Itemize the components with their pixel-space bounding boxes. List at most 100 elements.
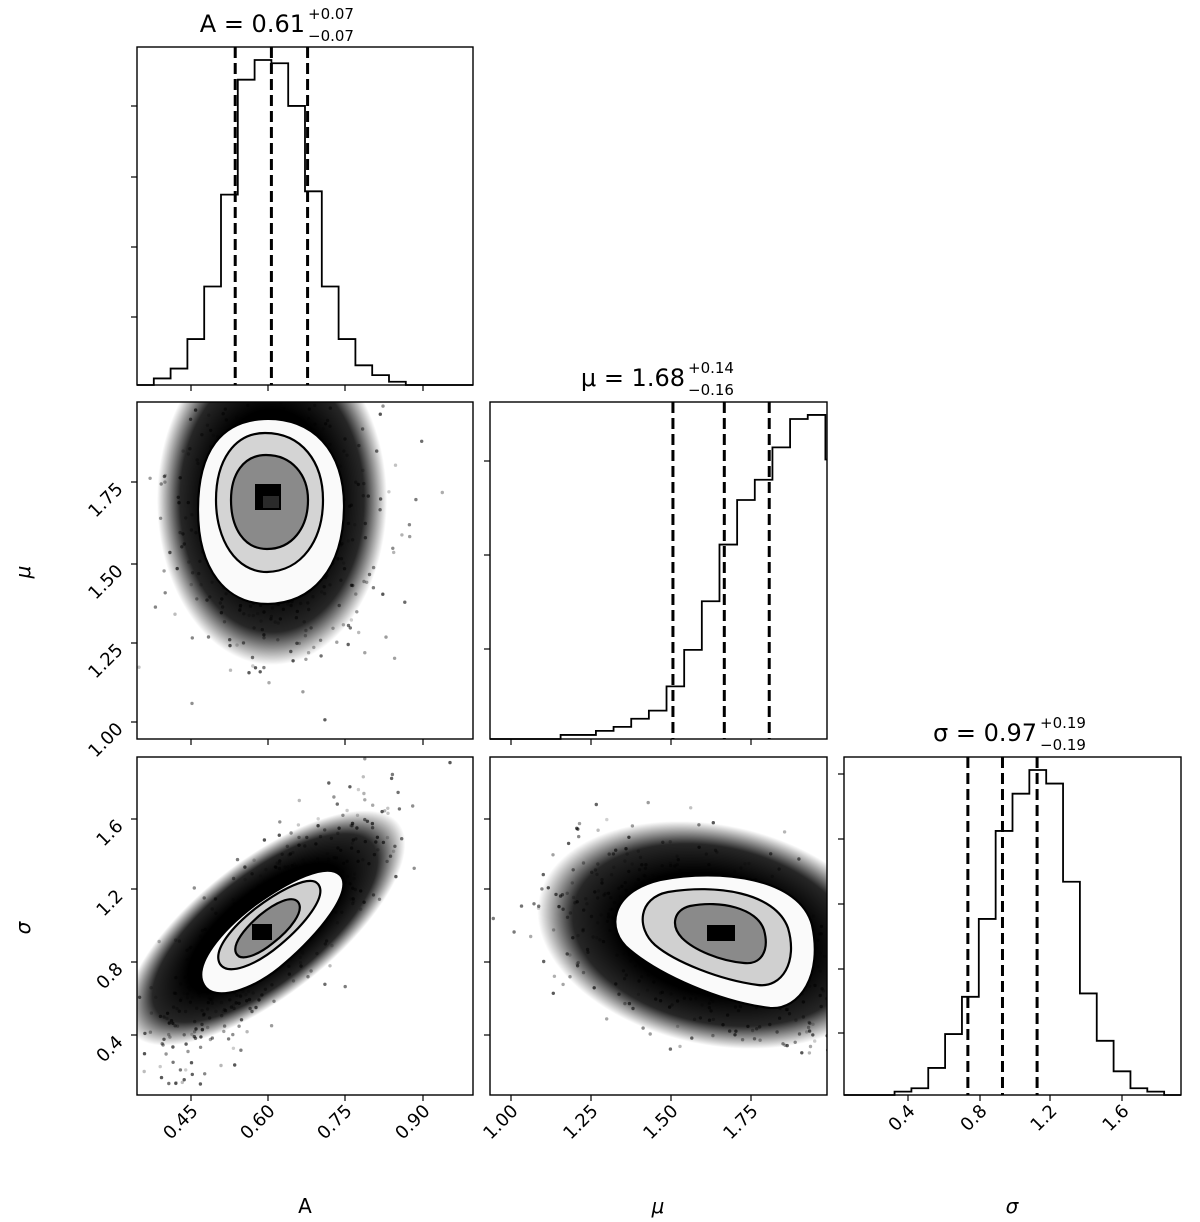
A-mu-point: [216, 313, 219, 316]
xlabel-A: A: [298, 1194, 312, 1218]
mu-sigma-point: [577, 834, 581, 839]
A-mu-point: [403, 600, 407, 604]
A-sigma-point: [389, 776, 394, 781]
A-sigma-point: [386, 811, 390, 815]
panel-sigma-hist-frame: [843, 756, 1182, 1096]
mu-sigma-point: [882, 1039, 885, 1042]
A-sigma-point: [130, 1044, 133, 1047]
A-sigma-point: [411, 804, 415, 808]
A-sigma-point: [245, 1030, 249, 1034]
contours-mu-sigma: [614, 874, 816, 1010]
A-sigma-point: [189, 1061, 194, 1065]
A-sigma-point: [130, 1083, 133, 1086]
A-mu-point: [190, 636, 194, 640]
mu-sigma-point: [782, 830, 787, 834]
A-sigma-point: [231, 1032, 235, 1037]
A-mu-point: [269, 390, 272, 393]
A-mu-point: [378, 412, 382, 416]
mu-sigma-point: [807, 1051, 812, 1055]
mu-sigma-point: [678, 1044, 682, 1049]
mu-sigma-point: [878, 945, 881, 948]
A-sigma-point: [386, 806, 390, 810]
xtick-marks-A-top: [190, 385, 424, 391]
A-mu-point: [61, 457, 64, 460]
A-mu-point: [391, 546, 395, 550]
A-mu-point: [392, 550, 396, 555]
panel-A-hist: A = 0.61 +0.07 −0.07: [131, 5, 474, 391]
hist-A-steps: [137, 59, 473, 386]
xticks-A: 0.45 0.60 0.75 0.90: [159, 1095, 435, 1144]
A-sigma-point: [219, 1063, 223, 1068]
A-sigma-point: [145, 1135, 148, 1138]
A-sigma-point: [323, 982, 327, 986]
mu-sigma-point: [561, 982, 565, 987]
A-mu-point: [228, 668, 233, 672]
mu-sigma-point: [837, 965, 840, 968]
A-sigma-point: [332, 795, 336, 799]
A-mu-point: [163, 591, 167, 595]
A-mu-point: [400, 533, 404, 537]
A-sigma-point: [348, 785, 352, 789]
mu-sigma-point: [491, 916, 495, 921]
ytick-marks-A: [131, 105, 137, 318]
A-sigma-point: [328, 964, 332, 968]
A-sigma-point: [198, 1082, 203, 1086]
mu-sigma-point: [551, 991, 555, 995]
ytick-label-sigma-1.2: 1.2: [92, 886, 127, 921]
A-sigma-point: [184, 1068, 188, 1072]
panel-mu-hist-frame: [489, 401, 828, 740]
A-sigma-point: [390, 772, 395, 777]
quantiles-mu: [671, 402, 771, 739]
mu-sigma-point: [874, 1051, 877, 1054]
panel-mu-sigma: 1.00 1.25 1.50 1.75 μ: [479, 756, 885, 1218]
A-sigma-point: [182, 1078, 186, 1082]
A-sigma-point: [208, 1037, 213, 1042]
quantiles-A: [233, 47, 310, 385]
A-mu-point: [340, 318, 343, 321]
panel-A-hist-frame: [136, 46, 474, 386]
contours-A-sigma: [200, 869, 345, 995]
mu-sigma-point: [840, 973, 843, 976]
A-sigma-point: [345, 808, 349, 813]
A-mu-point: [387, 490, 391, 494]
A-sigma-point: [186, 1049, 190, 1054]
A-mu-point: [240, 302, 243, 305]
title-sigma-sub: −0.19: [1040, 736, 1086, 754]
A-mu-point: [335, 640, 339, 644]
mu-sigma-point: [837, 990, 840, 993]
A-sigma-point: [128, 1091, 131, 1094]
panel-mu-hist: μ = 1.68 +0.14 −0.16: [484, 359, 828, 745]
xtick-label-A-0.60: 0.60: [236, 1101, 279, 1144]
ytick-label-mu-1.50: 1.50: [84, 561, 127, 604]
A-mu-point: [375, 359, 378, 362]
A-sigma-point: [164, 1052, 168, 1056]
A-sigma-point: [177, 1145, 180, 1148]
mu-sigma-point: [832, 952, 835, 955]
A-sigma-point: [277, 833, 281, 837]
A-sigma-point: [316, 817, 320, 821]
A-mu-point: [322, 388, 325, 391]
A-sigma-point: [171, 1045, 175, 1049]
A-mu-point: [256, 345, 259, 348]
ylabel-mu: μ: [11, 566, 35, 580]
A-mu-point: [258, 375, 261, 378]
A-mu-point: [315, 374, 318, 377]
A-mu-point: [250, 329, 253, 332]
A-sigma-point: [192, 886, 196, 890]
mu-sigma-point: [839, 999, 842, 1002]
title-mu-sup: +0.14: [688, 359, 734, 377]
A-mu-point: [306, 390, 309, 393]
mu-sigma-point: [830, 1004, 833, 1007]
ytick-label-sigma-0.8: 0.8: [92, 959, 127, 994]
A-mu-point: [247, 671, 251, 675]
mu-sigma-point: [596, 828, 600, 832]
A-mu-point: [304, 657, 308, 661]
xtick-label-mu-1.50: 1.50: [639, 1101, 682, 1144]
mu-sigma-point: [851, 992, 854, 995]
A-mu-point: [148, 476, 152, 480]
mu-sigma-point: [856, 1009, 859, 1012]
hist-sigma-steps: [844, 769, 1181, 1096]
mu-sigma-point: [875, 1028, 878, 1031]
A-mu-point: [299, 374, 302, 377]
